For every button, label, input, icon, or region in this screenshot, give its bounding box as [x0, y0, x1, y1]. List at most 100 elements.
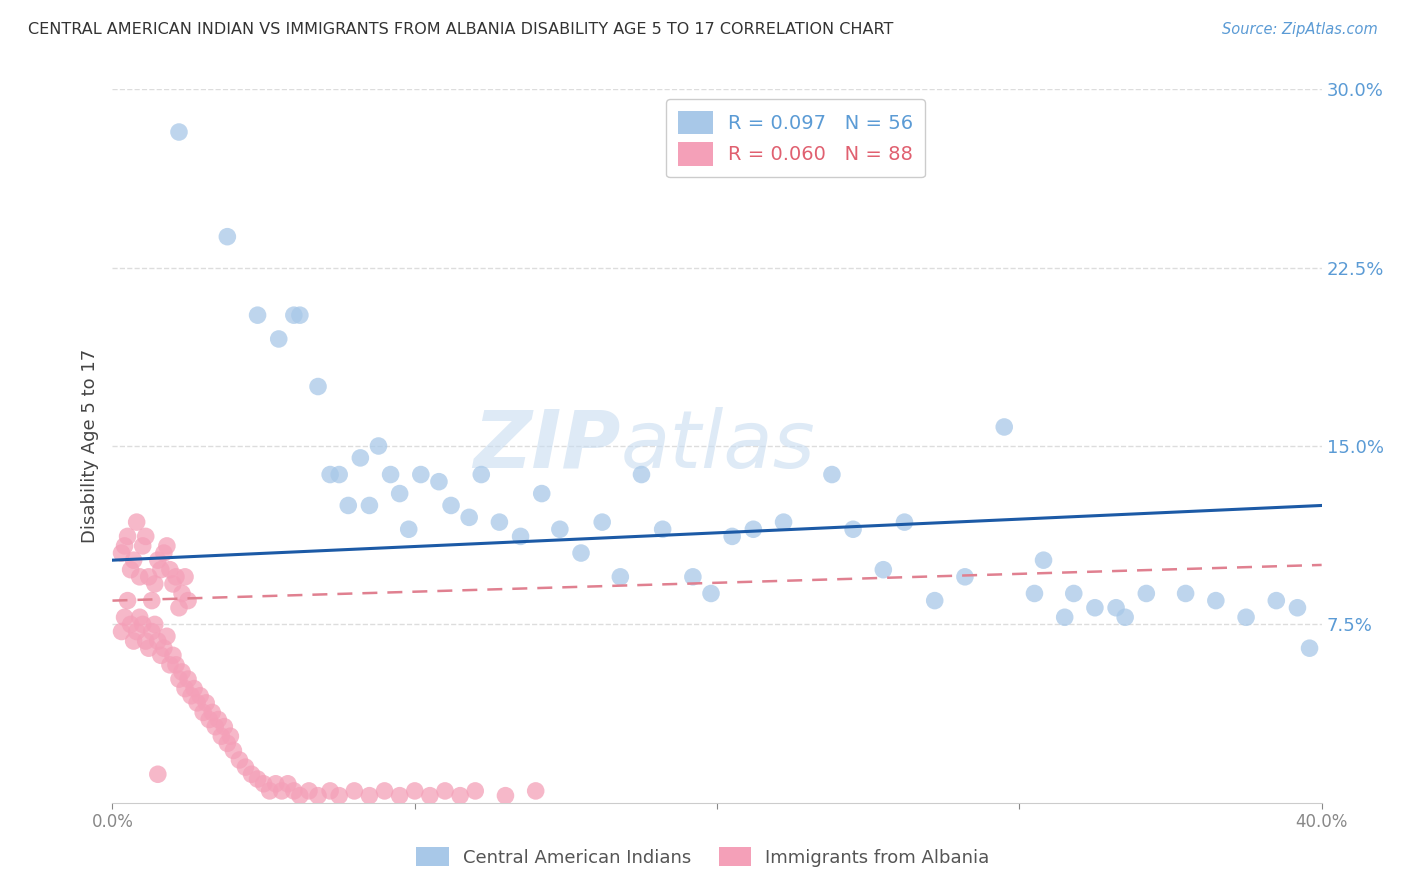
Point — [924, 593, 946, 607]
Point — [630, 467, 652, 482]
Point — [404, 784, 426, 798]
Point — [488, 515, 510, 529]
Point — [1032, 553, 1054, 567]
Point — [264, 777, 287, 791]
Point — [141, 593, 163, 607]
Point — [1286, 600, 1309, 615]
Point — [337, 499, 360, 513]
Point — [1063, 586, 1085, 600]
Point — [388, 789, 411, 803]
Point — [138, 641, 160, 656]
Point — [162, 577, 184, 591]
Point — [174, 681, 197, 696]
Point — [380, 467, 402, 482]
Point — [548, 522, 571, 536]
Point — [298, 784, 321, 798]
Point — [198, 713, 221, 727]
Point — [609, 570, 631, 584]
Point — [132, 617, 155, 632]
Point — [201, 706, 224, 720]
Point — [235, 760, 257, 774]
Y-axis label: Disability Age 5 to 17: Disability Age 5 to 17 — [80, 349, 98, 543]
Point — [110, 624, 132, 639]
Point — [117, 593, 139, 607]
Point — [114, 539, 136, 553]
Point — [180, 689, 202, 703]
Point — [464, 784, 486, 798]
Point — [191, 706, 214, 720]
Point — [143, 617, 166, 632]
Point — [449, 789, 471, 803]
Point — [524, 784, 547, 798]
Point — [117, 529, 139, 543]
Point — [177, 593, 200, 607]
Point — [842, 522, 865, 536]
Point — [277, 777, 299, 791]
Point — [195, 696, 218, 710]
Legend: Central American Indians, Immigrants from Albania: Central American Indians, Immigrants fro… — [409, 840, 997, 874]
Point — [125, 515, 148, 529]
Point — [359, 789, 381, 803]
Text: Source: ZipAtlas.com: Source: ZipAtlas.com — [1222, 22, 1378, 37]
Point — [120, 563, 142, 577]
Point — [591, 515, 613, 529]
Point — [222, 743, 245, 757]
Point — [188, 689, 211, 703]
Point — [132, 539, 155, 553]
Point — [374, 784, 396, 798]
Point — [388, 486, 411, 500]
Point — [217, 736, 239, 750]
Point — [470, 467, 492, 482]
Point — [114, 610, 136, 624]
Point — [207, 713, 229, 727]
Point — [1298, 641, 1320, 656]
Point — [149, 648, 172, 663]
Point — [141, 624, 163, 639]
Point — [742, 522, 765, 536]
Point — [398, 522, 420, 536]
Point — [186, 696, 208, 710]
Point — [240, 767, 263, 781]
Point — [128, 570, 150, 584]
Point — [993, 420, 1015, 434]
Point — [156, 539, 179, 553]
Point — [1265, 593, 1288, 607]
Point — [177, 672, 200, 686]
Point — [165, 570, 187, 584]
Point — [319, 467, 342, 482]
Point — [495, 789, 517, 803]
Point — [343, 784, 366, 798]
Point — [440, 499, 463, 513]
Point — [433, 784, 456, 798]
Point — [219, 729, 242, 743]
Point — [170, 665, 193, 679]
Point — [146, 553, 169, 567]
Point — [167, 600, 190, 615]
Text: CENTRAL AMERICAN INDIAN VS IMMIGRANTS FROM ALBANIA DISABILITY AGE 5 TO 17 CORREL: CENTRAL AMERICAN INDIAN VS IMMIGRANTS FR… — [28, 22, 893, 37]
Point — [214, 720, 236, 734]
Point — [569, 546, 592, 560]
Point — [246, 772, 269, 786]
Point — [458, 510, 481, 524]
Point — [307, 789, 329, 803]
Point — [307, 379, 329, 393]
Point — [146, 767, 169, 781]
Point — [149, 563, 172, 577]
Point — [328, 789, 350, 803]
Point — [1053, 610, 1076, 624]
Point — [217, 229, 239, 244]
Point — [509, 529, 531, 543]
Point — [259, 784, 281, 798]
Point — [1234, 610, 1257, 624]
Point — [872, 563, 894, 577]
Text: atlas: atlas — [620, 407, 815, 485]
Point — [328, 467, 350, 482]
Point — [1084, 600, 1107, 615]
Point — [167, 672, 190, 686]
Point — [1105, 600, 1128, 615]
Text: ZIP: ZIP — [472, 407, 620, 485]
Point — [162, 648, 184, 663]
Point — [253, 777, 276, 791]
Point — [228, 753, 250, 767]
Point — [156, 629, 179, 643]
